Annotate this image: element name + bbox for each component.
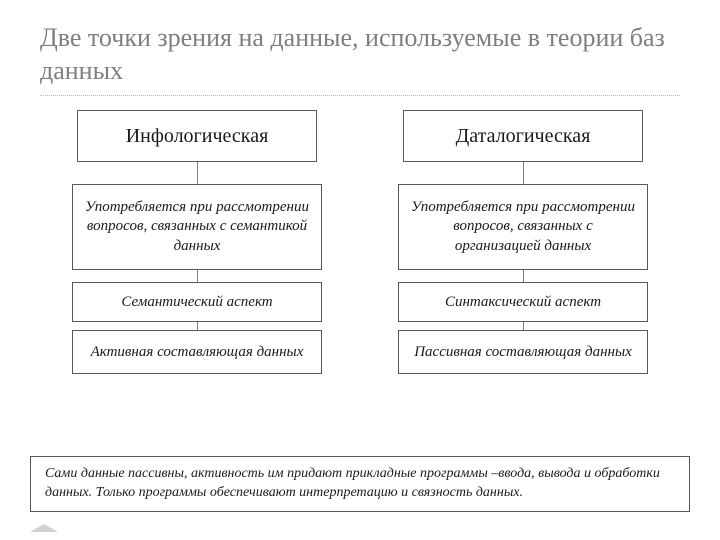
right-description-text: Употребляется при рассмотрении вопросов,… bbox=[411, 198, 635, 257]
left-component-text: Активная составляющая данных bbox=[91, 344, 304, 361]
connector-line bbox=[197, 322, 198, 330]
slide: Две точки зрения на данные, используемые… bbox=[0, 0, 720, 540]
connector-line bbox=[523, 322, 524, 330]
connector-line bbox=[523, 270, 524, 282]
left-aspect-box: Семантический аспект bbox=[72, 282, 322, 322]
right-column: Даталогическая Употребляется при рассмот… bbox=[388, 110, 658, 374]
bottom-note-box: Сами данные пассивны, активность им прид… bbox=[30, 456, 690, 512]
connector-line bbox=[197, 270, 198, 282]
left-header-box: Инфологическая bbox=[77, 110, 317, 162]
bottom-note-text: Сами данные пассивны, активность им прид… bbox=[45, 466, 660, 500]
right-component-box: Пассивная составляющая данных bbox=[398, 330, 648, 374]
right-aspect-text: Синтаксический аспект bbox=[445, 294, 601, 311]
left-description-text: Употребляется при рассмотрении вопросов,… bbox=[85, 198, 309, 257]
right-header-text: Даталогическая bbox=[456, 125, 591, 148]
left-column: Инфологическая Употребляется при рассмот… bbox=[62, 110, 332, 374]
left-description-box: Употребляется при рассмотрении вопросов,… bbox=[72, 184, 322, 270]
left-component-box: Активная составляющая данных bbox=[72, 330, 322, 374]
right-header-box: Даталогическая bbox=[403, 110, 643, 162]
right-component-text: Пассивная составляющая данных bbox=[414, 344, 632, 361]
columns-container: Инфологическая Употребляется при рассмот… bbox=[62, 110, 658, 374]
connector-line bbox=[523, 162, 524, 184]
slide-title: Две точки зрения на данные, используемые… bbox=[40, 22, 680, 87]
title-divider bbox=[40, 95, 680, 96]
right-description-box: Употребляется при рассмотрении вопросов,… bbox=[398, 184, 648, 270]
left-header-text: Инфологическая bbox=[126, 125, 269, 148]
connector-line bbox=[197, 162, 198, 184]
corner-accent-icon bbox=[30, 524, 58, 532]
left-aspect-text: Семантический аспект bbox=[121, 294, 272, 311]
right-aspect-box: Синтаксический аспект bbox=[398, 282, 648, 322]
